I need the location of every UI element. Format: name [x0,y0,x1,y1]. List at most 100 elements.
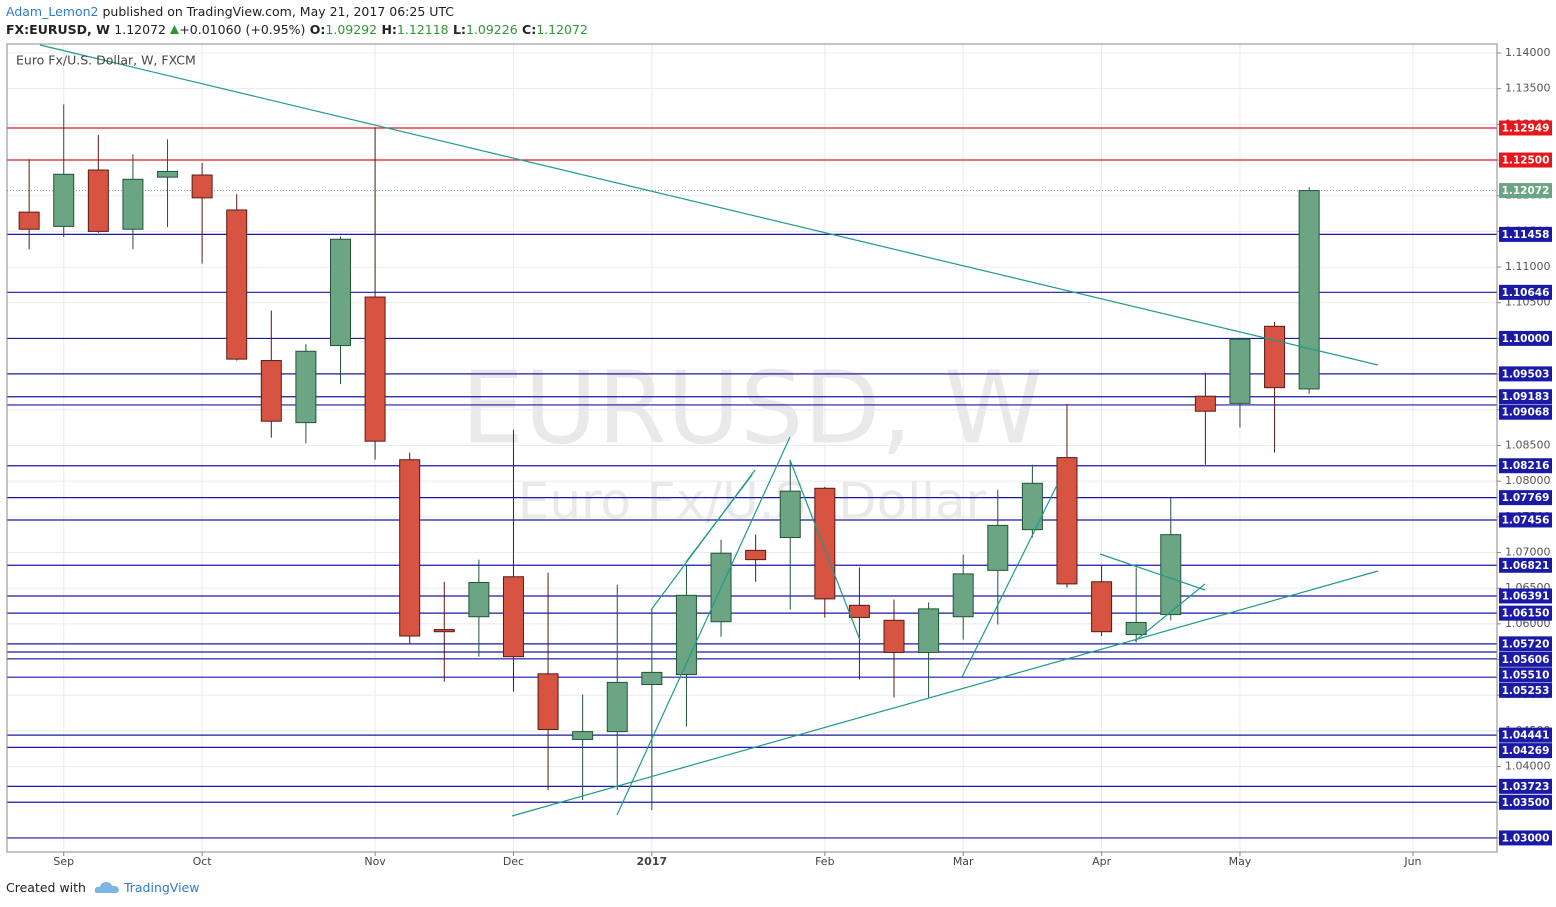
y-tick-label: 1.08500 [1505,438,1551,451]
candle-body [814,487,836,600]
created-with: Created with [6,880,86,895]
candle-body [468,581,490,618]
level-label-box [1499,404,1552,420]
x-tick-label: Oct [193,855,213,868]
level-label-box [1499,794,1552,810]
level-label: 1.08216 [1502,460,1550,472]
level-label-box [1499,458,1552,474]
candle-body [1264,325,1286,389]
level-label-box [1499,636,1552,652]
level-label-box [1499,366,1552,382]
candle-body [1194,395,1216,412]
published: published on TradingView.com, May 21, 20… [102,4,455,19]
level-label-box [1499,389,1552,405]
candle-body [191,174,213,199]
level-label-box [1499,330,1552,346]
level-label: 1.05510 [1502,669,1550,681]
candle-body [1229,338,1251,404]
x-tick-label: Apr [1092,855,1112,868]
level-label: 1.12949 [1502,122,1550,134]
level-label-box [1499,727,1552,743]
trend-line [616,436,791,816]
candle-body [399,459,421,637]
candle-body [364,296,386,442]
level-label-box [1499,682,1552,698]
level-label: 1.05606 [1502,654,1550,666]
open-label: O: [309,22,326,37]
candle-body [1056,457,1078,585]
level-label: 1.03500 [1502,797,1550,809]
level-label: 1.07456 [1502,514,1550,526]
trend-line [1099,553,1206,591]
level-label: 1.09183 [1502,391,1550,403]
candle-body [952,573,974,618]
candle-body [502,576,524,658]
level-label: 1.05253 [1502,685,1550,697]
plot-background [7,44,1497,852]
level-label-box [1499,651,1552,667]
level-label-box [1499,557,1552,573]
trend-line [511,570,1379,817]
level-label-box [1499,152,1552,168]
trend-line [961,537,1032,678]
candle-body [18,211,40,230]
low-label: L: [452,22,466,37]
change: +0.01060 (+0.95%) [179,22,306,37]
candle-body [675,594,697,676]
candle-body [745,549,767,561]
price-axis [1498,44,1555,852]
trend-lines [39,44,1379,817]
last-price-label: 1.12072 [1502,185,1550,197]
level-label: 1.10646 [1502,287,1550,299]
level-label-box [1499,512,1552,528]
up-arrow [170,25,180,34]
trend-line [685,474,753,563]
candle-body [606,681,628,733]
candle-body [1160,534,1182,616]
level-label-box [1499,743,1552,759]
candle-body [1298,190,1320,390]
level-label-box [1499,120,1552,136]
candle-body [883,619,905,653]
candle-body [226,209,248,360]
trend-line [789,459,861,641]
candle-body [987,524,1009,571]
level-label-box [1499,667,1552,683]
level-label-box [1499,605,1552,621]
y-tick-label: 1.11000 [1505,260,1551,273]
x-tick-label: Sep [53,855,74,868]
level-label: 1.04269 [1502,745,1550,757]
y-tick-label: 1.13500 [1505,82,1551,95]
candle-body [537,673,559,730]
level-label: 1.07769 [1502,492,1550,504]
candle-body [918,608,940,653]
candle-body [848,604,870,618]
level-label-box [1499,226,1552,242]
open-value: 1.09292 [325,22,378,37]
candle-body [260,360,282,422]
level-label-box [1499,778,1552,794]
trend-line [1030,484,1058,539]
x-tick-label: Nov [364,855,386,868]
candle-body [1125,621,1147,636]
publish-line: Adam_Lemon2 published on TradingView.com… [6,3,588,21]
level-label: 1.09503 [1502,368,1550,380]
candle-body [87,169,109,232]
symbol: FX:EURUSD, W [6,22,110,37]
candle-body [295,350,317,424]
quote-line: FX:EURUSD, W 1.12072 +0.01060 (+0.95%) O… [6,21,588,39]
level-label: 1.12500 [1502,155,1550,167]
candle-body [122,178,144,230]
level-label: 1.10000 [1502,333,1550,345]
author[interactable]: Adam_Lemon2 [6,4,99,19]
level-label: 1.05720 [1502,638,1550,650]
brand[interactable]: TradingView [123,880,200,895]
level-label: 1.06821 [1502,560,1550,572]
candle-body [641,671,663,686]
last-price-box [1499,183,1552,199]
candle-body [157,170,179,178]
level-label-box [1499,588,1552,604]
plot-border [6,43,1498,853]
